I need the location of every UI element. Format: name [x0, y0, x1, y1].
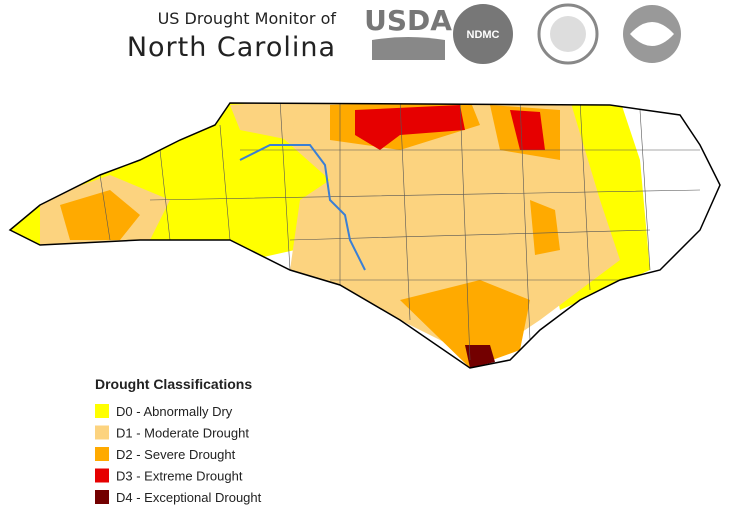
noaa-bird	[630, 22, 674, 46]
d3-ne	[510, 110, 545, 150]
doc-logo-inner	[550, 16, 586, 52]
legend-title: Drought Classifications	[95, 376, 252, 392]
county-lines	[99, 103, 701, 361]
legend-label: D0 - Abnormally Dry	[116, 404, 233, 419]
logos: USDA NDMC	[364, 3, 681, 65]
legend-swatch	[95, 425, 109, 440]
d2-east	[530, 200, 560, 255]
legend-label: D3 - Extreme Drought	[116, 469, 243, 484]
usda-logo: USDA	[364, 4, 452, 37]
header-subtitle: US Drought Monitor of	[158, 9, 337, 28]
river	[239, 144, 366, 271]
d1-nw	[230, 103, 300, 140]
map	[10, 103, 720, 368]
header-title: North Carolina	[127, 32, 336, 63]
d2-south	[400, 280, 530, 368]
ndmc-logo	[453, 4, 513, 64]
legend-label: D1 - Moderate Drought	[116, 426, 249, 441]
legend-swatch	[95, 404, 109, 418]
ndmc-text: NDMC	[467, 29, 500, 41]
d3-north	[355, 105, 465, 150]
legend-swatch	[95, 447, 109, 461]
legend-swatch	[95, 468, 109, 483]
d1-central	[240, 103, 620, 360]
d4-south	[465, 345, 495, 368]
usda-stripes	[372, 37, 445, 60]
legend-label: D2 - Severe Drought	[116, 447, 236, 462]
d2-west	[60, 190, 140, 240]
legend-label: D4 - Exceptional Drought	[116, 490, 262, 505]
legend-swatch	[95, 490, 109, 504]
legend: D0 - Abnormally Dry D1 - Moderate Drought…	[95, 404, 262, 505]
